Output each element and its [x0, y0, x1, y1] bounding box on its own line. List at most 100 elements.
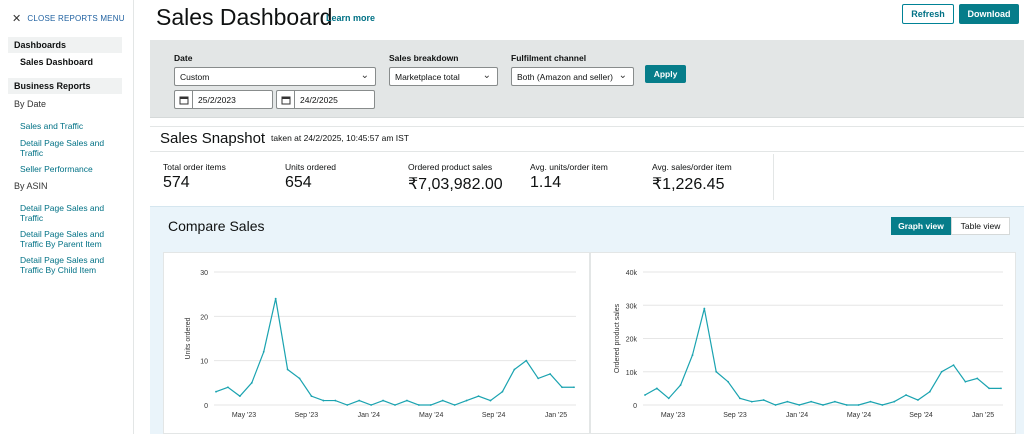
- sidebar-link-seller-performance[interactable]: Seller Performance: [20, 164, 93, 174]
- sidebar-label-by-date: By Date: [14, 99, 47, 109]
- data-point: [952, 364, 955, 366]
- x-tick-label: May '23: [661, 412, 685, 419]
- data-point: [310, 395, 313, 398]
- data-point: [845, 404, 848, 406]
- end-date-input[interactable]: 24/2/2025: [276, 90, 375, 109]
- units-ordered-chart: 0 10 20 30 Units ordered May '23 Sep '23 Jan '2…: [163, 252, 590, 434]
- data-point: [525, 359, 528, 362]
- data-point: [750, 400, 753, 403]
- data-point: [667, 397, 670, 400]
- data-point: [786, 400, 789, 403]
- data-point: [940, 370, 943, 373]
- data-point: [1000, 387, 1002, 390]
- x-tick-label: Sep '23: [723, 412, 747, 419]
- sales-snapshot-header: [150, 126, 1024, 152]
- calendar-icon: [277, 91, 295, 108]
- data-point: [549, 373, 552, 375]
- chevron-down-icon: ⌄: [360, 70, 369, 81]
- refresh-button[interactable]: Refresh: [902, 4, 954, 24]
- fulfilment-channel-value: Both (Amazon and seller): [517, 72, 613, 82]
- close-icon: ✕: [12, 13, 22, 25]
- compare-sales-title: Compare Sales: [168, 218, 265, 234]
- data-point: [441, 399, 444, 402]
- ordered-sales-chart-svg: 0 10k 20k 30k 40k Ordered product sales May '2…: [614, 270, 1003, 419]
- series-line: [215, 298, 574, 406]
- y-tick-label: 10k: [626, 370, 638, 377]
- y-tick-label: 0: [204, 403, 208, 410]
- data-point: [286, 368, 289, 371]
- data-point: [394, 404, 396, 406]
- data-point: [691, 354, 694, 357]
- x-tick-label: Sep '24: [909, 412, 933, 419]
- sidebar-link-asin-parent-item[interactable]: Detail Page Sales and Traffic By Parent …: [20, 229, 105, 249]
- x-tick-label: May '24: [419, 412, 443, 419]
- data-point: [513, 368, 516, 371]
- chevron-down-icon: ⌄: [482, 70, 491, 81]
- data-point: [274, 297, 277, 300]
- sidebar-link-asin-child-item[interactable]: Detail Page Sales and Traffic By Child I…: [20, 255, 105, 275]
- snapshot-title: Sales Snapshot: [160, 130, 266, 147]
- download-button[interactable]: Download: [959, 4, 1019, 24]
- y-tick-label: 20: [200, 314, 208, 321]
- date-range-select[interactable]: Custom ⌄: [174, 67, 376, 86]
- sidebar-section-dashboards: Dashboards: [8, 37, 122, 53]
- data-point: [679, 384, 682, 386]
- x-tick-label: Sep '24: [482, 412, 506, 419]
- data-point: [215, 390, 217, 393]
- data-point: [298, 377, 301, 380]
- sidebar-item-sales-dashboard[interactable]: Sales Dashboard: [20, 57, 94, 67]
- sidebar-link-detail-page-sales-traffic[interactable]: Detail Page Sales and Traffic: [20, 138, 105, 158]
- date-filter-label: Date: [174, 53, 193, 63]
- metric-label-avg-units: Avg. units/order item: [530, 162, 608, 172]
- close-reports-menu-button[interactable]: ✕ CLOSE REPORTS MENU: [12, 12, 125, 25]
- data-point: [406, 399, 408, 402]
- data-point: [501, 390, 504, 393]
- data-point: [227, 386, 229, 389]
- apply-button[interactable]: Apply: [645, 65, 686, 83]
- data-point: [928, 390, 931, 393]
- sales-breakdown-value: Marketplace total: [395, 72, 460, 82]
- learn-more-link[interactable]: Learn more: [326, 13, 376, 23]
- data-point: [917, 399, 919, 401]
- y-tick-label: 30: [200, 270, 208, 277]
- data-point: [573, 386, 575, 389]
- end-date-value: 24/2/2025: [300, 95, 338, 105]
- data-point: [322, 399, 325, 402]
- sidebar-link-sales-traffic[interactable]: Sales and Traffic: [20, 121, 84, 131]
- metric-value-total-order-items: 574: [163, 174, 190, 191]
- data-point: [262, 350, 265, 353]
- data-point: [739, 397, 741, 400]
- data-point: [833, 400, 836, 403]
- data-point: [644, 394, 646, 396]
- chevron-down-icon: ⌄: [618, 70, 627, 81]
- graph-view-toggle[interactable]: Graph view: [891, 217, 951, 235]
- data-point: [703, 307, 706, 310]
- data-point: [727, 380, 729, 383]
- page-title: Sales Dashboard: [156, 4, 333, 30]
- fulfilment-channel-select[interactable]: Both (Amazon and seller) ⌄: [511, 67, 634, 86]
- data-point: [417, 404, 420, 406]
- metric-value-units-ordered: 654: [285, 174, 312, 191]
- metric-value-avg-sales: ₹1,226.45: [652, 176, 725, 193]
- data-point: [537, 377, 540, 380]
- start-date-value: 25/2/2023: [198, 95, 236, 105]
- data-point: [358, 399, 361, 402]
- data-point: [810, 400, 813, 403]
- sidebar-link-asin-detail-page[interactable]: Detail Page Sales and Traffic: [20, 203, 105, 223]
- sales-breakdown-select[interactable]: Marketplace total ⌄: [389, 67, 498, 86]
- data-point: [905, 394, 907, 396]
- data-point: [881, 404, 884, 406]
- data-point: [465, 399, 468, 402]
- data-point: [964, 380, 967, 383]
- data-point: [857, 404, 860, 406]
- start-date-input[interactable]: 25/2/2023: [174, 90, 273, 109]
- reports-sidebar: ✕ CLOSE REPORTS MENU Dashboards Sales Da…: [0, 0, 134, 434]
- metric-value-ordered-product-sales: ₹7,03,982.00: [408, 176, 503, 193]
- date-range-value: Custom: [180, 72, 210, 82]
- close-menu-label: CLOSE REPORTS MENU: [27, 14, 125, 23]
- data-point: [561, 386, 563, 389]
- table-view-toggle[interactable]: Table view: [951, 217, 1010, 235]
- y-tick-label: 20k: [626, 337, 638, 344]
- data-point: [370, 404, 373, 406]
- data-point: [453, 404, 456, 406]
